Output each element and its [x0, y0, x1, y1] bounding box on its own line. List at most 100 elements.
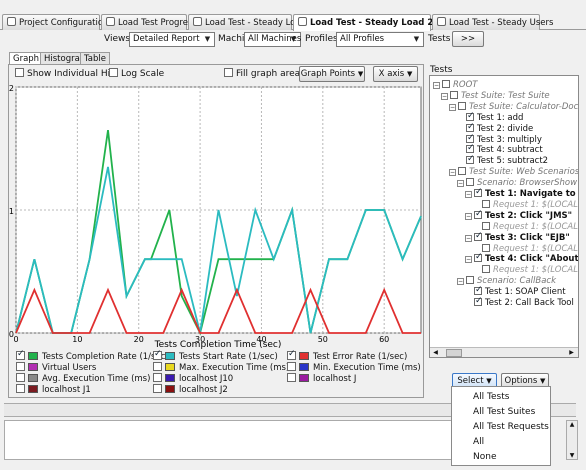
- checkbox[interactable]: [482, 199, 490, 208]
- legend-item[interactable]: Max. Execution Time (ms): [153, 362, 289, 373]
- tree-node[interactable]: Request 1: $(LOCAL: [473, 265, 578, 275]
- collapse-icon[interactable]: −: [465, 256, 472, 264]
- tree-node[interactable]: − Test 3: Click "EJB": [465, 231, 570, 243]
- checkbox[interactable]: [224, 68, 233, 77]
- checkbox[interactable]: [16, 362, 25, 371]
- graph-points-button[interactable]: Graph Points ▼: [299, 66, 365, 82]
- tree-node[interactable]: Request 1: $(LOCAL: [473, 221, 578, 232]
- checkbox[interactable]: [16, 384, 25, 393]
- views-select[interactable]: Detailed Report ▼: [129, 32, 215, 47]
- vertical-scrollbar[interactable]: ▲ ▼: [566, 420, 578, 460]
- tree-node[interactable]: Test 2: divide: [457, 122, 533, 134]
- x-axis-button[interactable]: X axis ▼: [373, 66, 418, 82]
- tree-node[interactable]: − Test Suite: Web Scenarios: [449, 167, 578, 177]
- checkbox[interactable]: [466, 111, 475, 121]
- checkbox[interactable]: [482, 243, 490, 252]
- collapse-icon[interactable]: −: [465, 212, 472, 220]
- checkbox[interactable]: [287, 362, 296, 371]
- legend-item[interactable]: localhost J1: [16, 384, 91, 395]
- checkbox[interactable]: [474, 231, 483, 241]
- tab-steady-load[interactable]: Load Test - Steady Load: [188, 14, 306, 30]
- legend-item[interactable]: Min. Execution Time (ms): [287, 362, 421, 373]
- checkbox[interactable]: [474, 209, 483, 219]
- fill-areas-toggle[interactable]: Fill graph areas: [224, 68, 305, 79]
- tree-node[interactable]: Test 1: add: [457, 111, 523, 123]
- tree-node[interactable]: − Scenario: BrowserShow: [457, 178, 577, 188]
- tree-node[interactable]: − Test 4: Click "About": [465, 252, 578, 264]
- tree-node[interactable]: − Scenario: CallBack: [457, 276, 556, 286]
- checkbox[interactable]: [153, 373, 162, 382]
- tree-node[interactable]: − ROOT: [433, 80, 477, 90]
- legend-item[interactable]: localhost J: [287, 373, 356, 384]
- scroll-up-icon[interactable]: ▲: [569, 421, 575, 428]
- checkbox[interactable]: [474, 296, 483, 306]
- checkbox[interactable]: [466, 154, 475, 165]
- legend-item[interactable]: Tests Start Rate (1/sec): [153, 349, 278, 362]
- profiles-select[interactable]: All Profiles ▼: [336, 32, 424, 47]
- checkbox[interactable]: [287, 349, 296, 360]
- menu-item-all-test-suites[interactable]: All Test Suites: [473, 407, 536, 417]
- checkbox[interactable]: [450, 90, 458, 99]
- checkbox[interactable]: [153, 349, 162, 360]
- menu-item-none[interactable]: None: [473, 452, 497, 462]
- scroll-left-icon[interactable]: ◀: [433, 349, 438, 356]
- checkbox[interactable]: [153, 362, 162, 371]
- collapse-icon[interactable]: −: [441, 92, 448, 100]
- tree-node[interactable]: Test 3: multiply: [457, 133, 542, 145]
- checkbox[interactable]: [16, 349, 25, 360]
- tree-node[interactable]: − Test 1: Navigate to ": [465, 187, 578, 199]
- legend-item[interactable]: localhost J10: [153, 373, 233, 384]
- checkbox[interactable]: [482, 265, 490, 274]
- checkbox[interactable]: [16, 373, 25, 382]
- tree-node[interactable]: Request 1: $(LOCAL: [473, 199, 578, 210]
- checkbox[interactable]: [287, 373, 296, 382]
- checkbox[interactable]: [109, 68, 118, 77]
- tab-load-test-progress[interactable]: Load Test Progress: [101, 14, 197, 30]
- tab-steady-users[interactable]: Load Test - Steady Users: [432, 14, 553, 30]
- tab-project-configuration[interactable]: Project Configuration: [2, 14, 108, 30]
- checkbox[interactable]: [466, 178, 474, 187]
- checkbox[interactable]: [482, 221, 490, 230]
- legend-item[interactable]: Avg. Execution Time (ms): [16, 373, 150, 384]
- checkbox[interactable]: [466, 122, 475, 132]
- menu-item-all[interactable]: All: [473, 437, 485, 447]
- collapse-icon[interactable]: −: [457, 278, 464, 286]
- menu-item-all-test-requests[interactable]: All Test Requests: [473, 422, 549, 432]
- checkbox[interactable]: [466, 276, 474, 285]
- tab-steady-load-2[interactable]: Load Test - Steady Load 2✕: [293, 14, 444, 31]
- menu-item-all-tests[interactable]: All Tests: [473, 392, 510, 402]
- checkbox[interactable]: [153, 384, 162, 393]
- tree-node[interactable]: − Test Suite: Test Suite: [441, 90, 550, 101]
- tree-node[interactable]: − Test Suite: Calculator-Doc-: [449, 101, 578, 112]
- checkbox[interactable]: [474, 252, 483, 263]
- tree-node[interactable]: Test 2: Call Back Tool: [465, 296, 574, 308]
- tests-tree[interactable]: − ROOT − Test Suite: Test Suite − Test Suite:…: [429, 75, 579, 358]
- tree-node[interactable]: Test 1: SOAP Client: [465, 285, 566, 297]
- collapse-icon[interactable]: −: [449, 103, 456, 111]
- scroll-right-icon[interactable]: ▶: [569, 349, 574, 356]
- collapse-icon[interactable]: −: [465, 191, 472, 198]
- checkbox[interactable]: [474, 285, 483, 296]
- tree-node[interactable]: Test 4: subtract: [457, 143, 543, 155]
- tree-node[interactable]: − Test 2: Click "JMS": [465, 209, 572, 221]
- checkbox[interactable]: [466, 143, 475, 154]
- scroll-thumb[interactable]: [446, 349, 462, 357]
- collapse-icon[interactable]: −: [457, 180, 464, 188]
- horizontal-scrollbar[interactable]: ◀ ▶: [430, 347, 578, 357]
- collapse-icon[interactable]: −: [433, 82, 440, 89]
- legend-item[interactable]: Test Error Rate (1/sec): [287, 349, 407, 362]
- collapse-icon[interactable]: −: [465, 234, 472, 242]
- tab-table[interactable]: Table: [80, 52, 110, 65]
- legend-item[interactable]: Virtual Users: [16, 362, 96, 373]
- checkbox[interactable]: [15, 68, 24, 77]
- scroll-down-icon[interactable]: ▼: [569, 452, 575, 459]
- legend-item[interactable]: localhost J2: [153, 384, 228, 395]
- tree-node[interactable]: Request 1: $(LOCAL: [473, 243, 578, 254]
- legend-item[interactable]: Tests Completion Rate (1/sec): [16, 349, 169, 362]
- tree-node[interactable]: Test 5: subtract2: [457, 154, 548, 166]
- log-scale-toggle[interactable]: Log Scale: [109, 68, 164, 79]
- checkbox[interactable]: [442, 80, 450, 88]
- checkbox[interactable]: [466, 133, 475, 143]
- checkbox[interactable]: [458, 101, 466, 110]
- tests-expand-button[interactable]: >>: [452, 31, 484, 47]
